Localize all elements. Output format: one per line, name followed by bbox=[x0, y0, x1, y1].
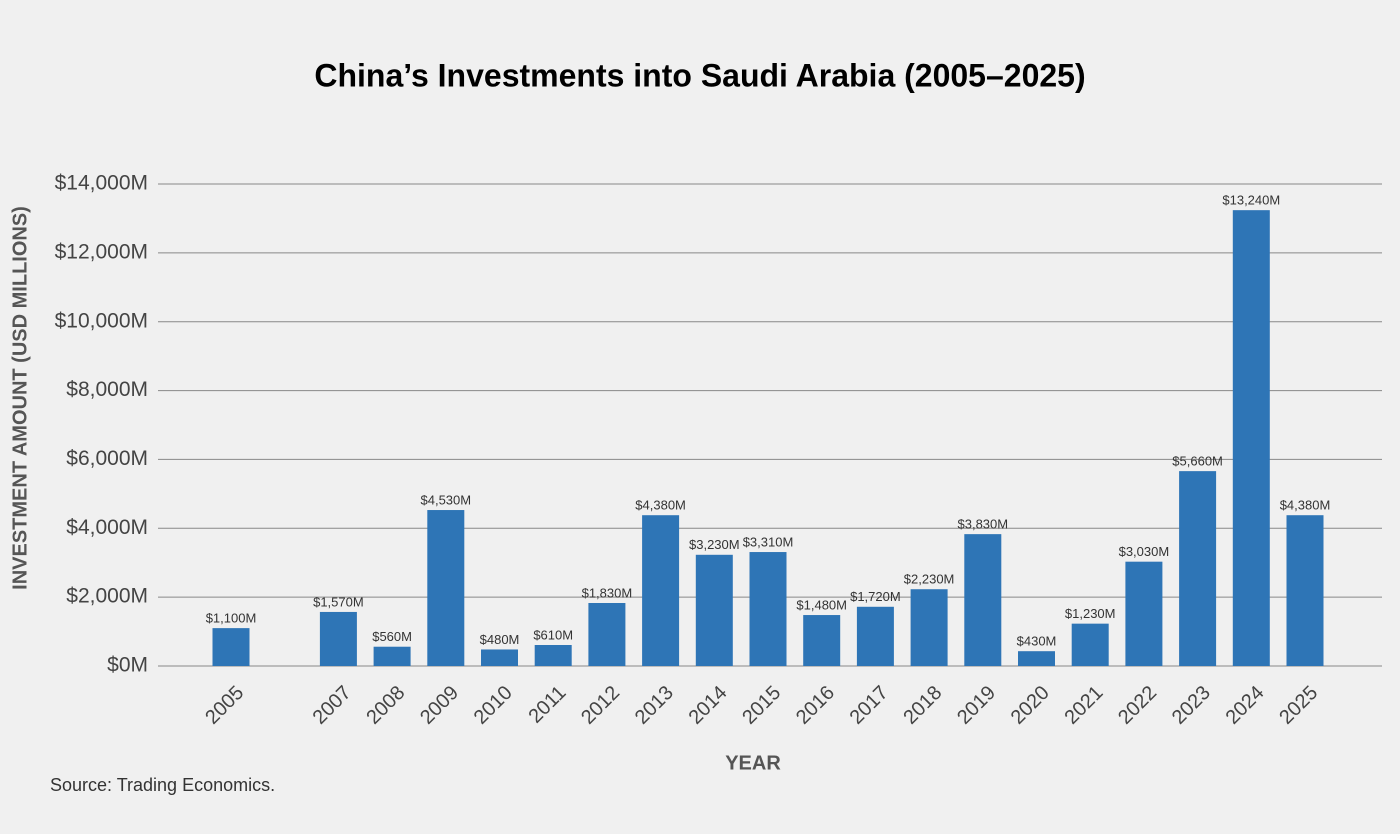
y-tick-label: $6,000M bbox=[66, 447, 148, 470]
y-tick-label: $0M bbox=[107, 654, 148, 677]
y-tick-label: $2,000M bbox=[66, 585, 148, 608]
value-label: $1,570M bbox=[313, 594, 364, 609]
value-label: $3,230M bbox=[689, 537, 740, 552]
x-tick-label: 2024 bbox=[1222, 682, 1269, 729]
x-tick-label: 2007 bbox=[309, 682, 356, 729]
value-label: $4,380M bbox=[635, 498, 686, 513]
x-tick-label: 2008 bbox=[362, 682, 409, 729]
bar bbox=[803, 615, 841, 666]
bar bbox=[212, 628, 250, 666]
bar bbox=[910, 589, 948, 666]
bar bbox=[1018, 651, 1055, 666]
value-label: $1,720M bbox=[850, 589, 901, 604]
x-tick-label: 2025 bbox=[1275, 682, 1322, 729]
x-tick-label: 2020 bbox=[1007, 682, 1054, 729]
value-label: $480M bbox=[480, 632, 520, 647]
value-label: $1,230M bbox=[1065, 606, 1116, 621]
x-tick-label: 2016 bbox=[792, 682, 839, 729]
y-tick-label: $8,000M bbox=[66, 378, 148, 401]
x-tick-label: 2009 bbox=[416, 682, 463, 729]
x-tick-label: 2023 bbox=[1168, 682, 1215, 729]
value-label: $13,240M bbox=[1222, 193, 1280, 208]
bar bbox=[695, 554, 733, 666]
value-label: $3,310M bbox=[743, 534, 794, 549]
x-tick-label: 2011 bbox=[524, 682, 570, 728]
x-tick-label: 2005 bbox=[201, 682, 248, 729]
value-label: $1,480M bbox=[796, 597, 847, 612]
value-label: $560M bbox=[372, 629, 412, 644]
bar bbox=[588, 602, 626, 666]
bar bbox=[534, 644, 572, 666]
x-tick-label: 2013 bbox=[631, 682, 678, 729]
value-label: $4,530M bbox=[421, 492, 472, 507]
value-label: $1,100M bbox=[206, 611, 257, 626]
x-tick-label: 2012 bbox=[577, 682, 624, 729]
bar bbox=[1286, 515, 1324, 666]
x-tick-label: 2014 bbox=[685, 682, 732, 729]
bar bbox=[1232, 210, 1270, 666]
x-tick-label: 2019 bbox=[953, 682, 1000, 729]
value-label: $1,830M bbox=[582, 585, 633, 600]
value-label: $3,830M bbox=[958, 517, 1009, 532]
chart-title: China’s Investments into Saudi Arabia (2… bbox=[314, 57, 1085, 93]
bar bbox=[1179, 471, 1217, 666]
y-tick-label: $14,000M bbox=[55, 172, 148, 195]
bar bbox=[481, 649, 518, 666]
y-tick-label: $12,000M bbox=[55, 240, 148, 263]
y-tick-label: $4,000M bbox=[66, 516, 148, 539]
x-tick-label: 2017 bbox=[846, 682, 893, 729]
bar bbox=[964, 534, 1002, 666]
bar bbox=[749, 552, 787, 666]
x-tick-label: 2015 bbox=[738, 682, 785, 729]
value-label: $5,660M bbox=[1172, 454, 1223, 469]
value-label: $610M bbox=[533, 627, 573, 642]
bar bbox=[319, 611, 357, 666]
x-tick-label: 2021 bbox=[1060, 682, 1107, 729]
bar bbox=[1071, 623, 1109, 666]
value-label: $3,030M bbox=[1119, 544, 1170, 559]
x-axis-title: YEAR bbox=[725, 752, 781, 774]
x-tick-label: 2022 bbox=[1114, 682, 1161, 729]
bar bbox=[373, 646, 411, 666]
x-tick-label: 2018 bbox=[899, 682, 946, 729]
bar bbox=[642, 515, 680, 666]
value-label: $4,380M bbox=[1280, 498, 1331, 513]
y-tick-label: $10,000M bbox=[55, 309, 148, 332]
value-label: $430M bbox=[1017, 634, 1057, 649]
bar bbox=[1125, 561, 1163, 666]
bar bbox=[856, 606, 894, 666]
source-note: Source: Trading Economics. bbox=[50, 775, 275, 795]
y-axis-title: INVESTMENT AMOUNT (USD MILLIONS) bbox=[9, 206, 31, 590]
x-tick-label: 2010 bbox=[470, 682, 517, 729]
value-label: $2,230M bbox=[904, 572, 955, 587]
bar bbox=[427, 510, 465, 666]
